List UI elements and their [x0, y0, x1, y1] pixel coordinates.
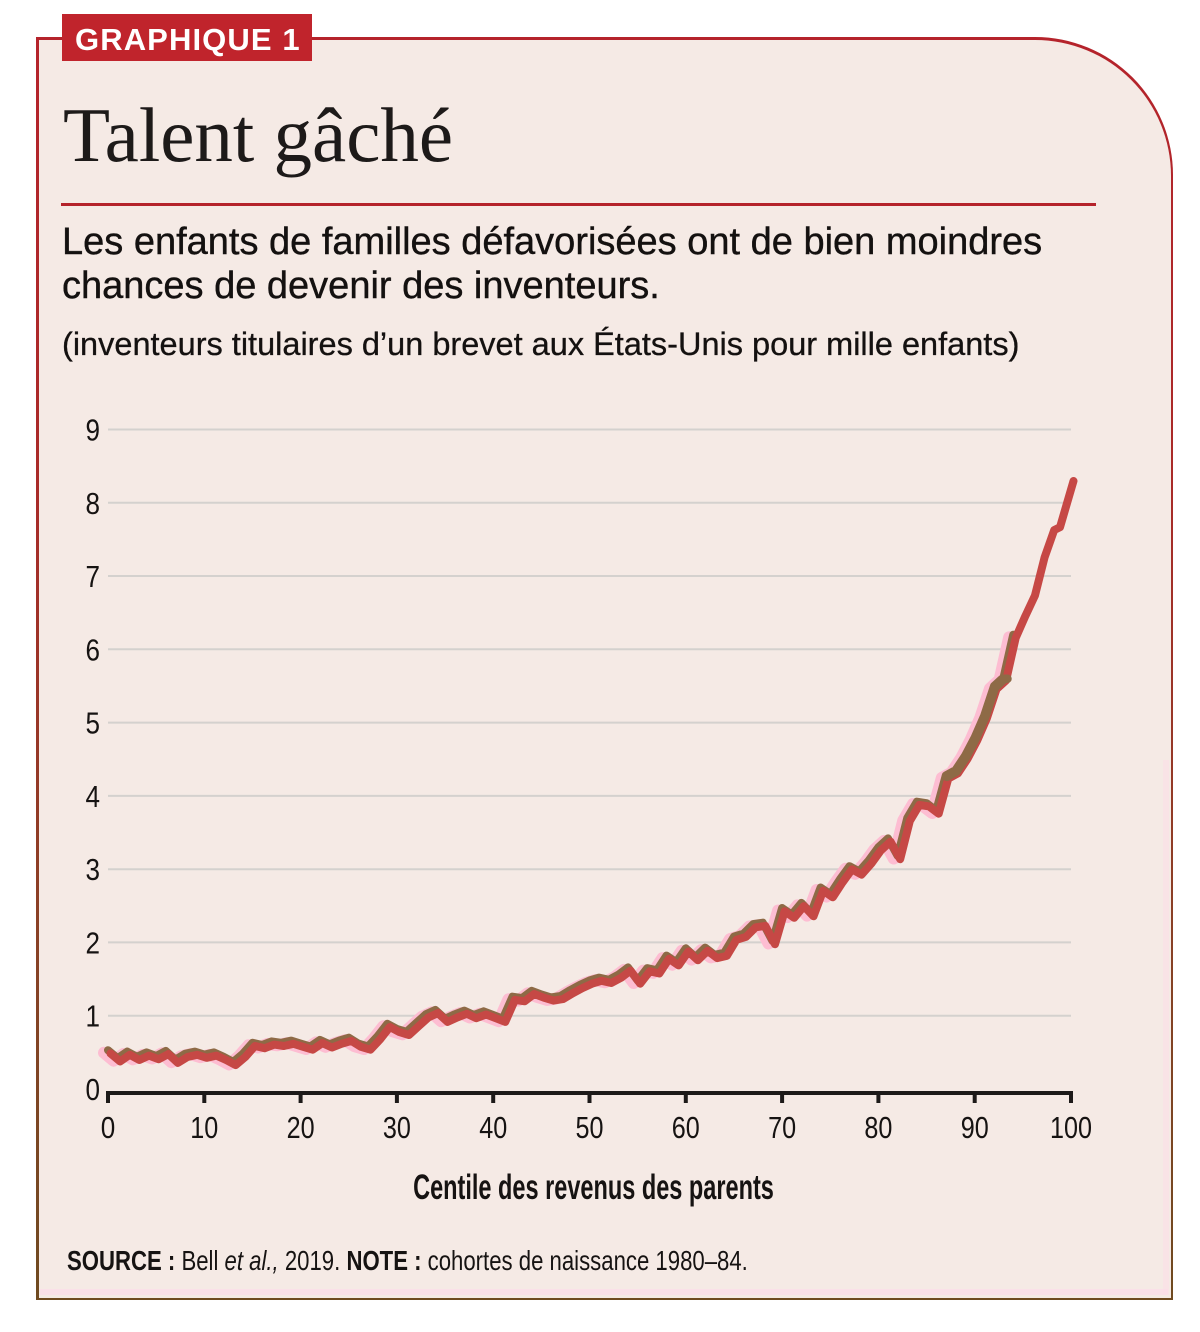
svg-text:0: 0	[86, 1072, 101, 1107]
svg-text:30: 30	[383, 1110, 411, 1145]
svg-text:90: 90	[961, 1110, 989, 1145]
svg-text:6: 6	[86, 632, 101, 667]
svg-text:50: 50	[576, 1110, 604, 1145]
svg-text:8: 8	[86, 486, 101, 521]
svg-text:60: 60	[672, 1110, 700, 1145]
svg-text:7: 7	[86, 559, 101, 594]
svg-text:3: 3	[86, 852, 101, 887]
svg-text:70: 70	[768, 1110, 796, 1145]
svg-text:1: 1	[86, 999, 101, 1034]
svg-text:80: 80	[864, 1110, 892, 1145]
svg-text:9: 9	[86, 413, 101, 448]
svg-text:100: 100	[1050, 1110, 1092, 1145]
svg-text:2: 2	[86, 925, 101, 960]
svg-text:5: 5	[86, 706, 101, 741]
svg-text:4: 4	[86, 779, 101, 814]
svg-text:20: 20	[287, 1110, 315, 1145]
svg-text:40: 40	[479, 1110, 507, 1145]
svg-text:0: 0	[101, 1110, 116, 1145]
svg-text:10: 10	[190, 1110, 218, 1145]
